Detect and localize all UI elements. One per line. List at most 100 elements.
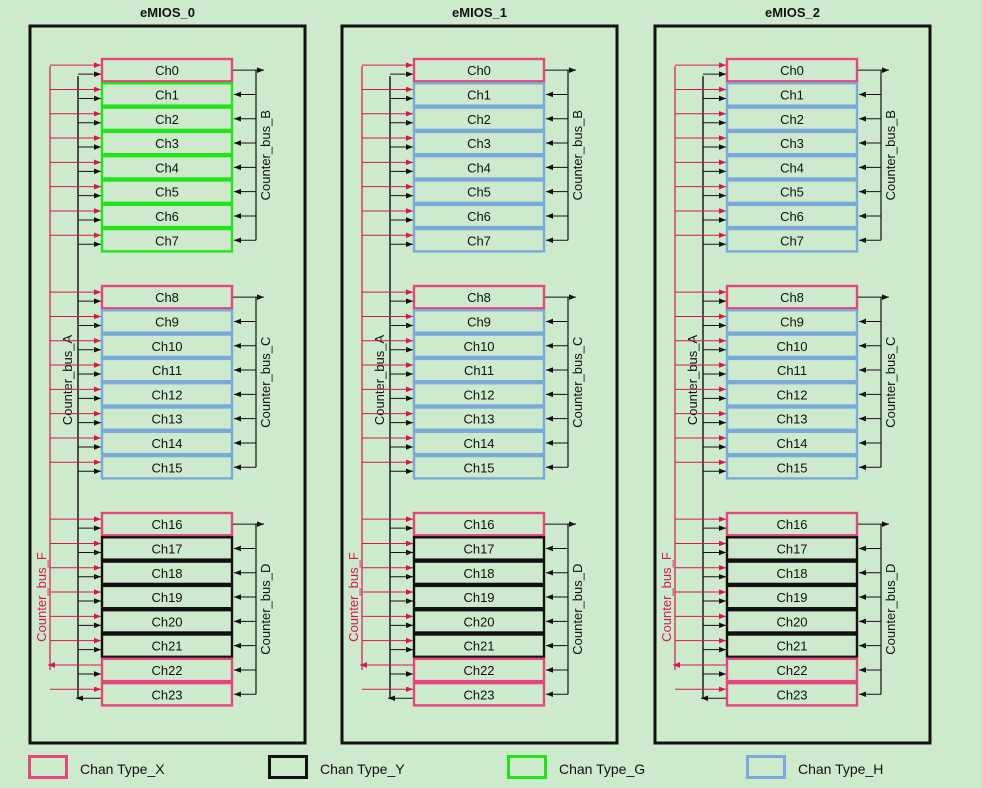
channel-box xyxy=(725,57,859,83)
channel-label: Ch15 xyxy=(463,460,494,475)
channel-box xyxy=(412,560,546,586)
legend-swatch xyxy=(268,755,308,779)
channel-label: Ch10 xyxy=(776,339,807,354)
channel-label: Ch3 xyxy=(467,136,491,151)
module-frame xyxy=(653,24,932,745)
channel-group: Counter_bus_D Ch16 Ch17 Ch18 Ch19 Ch20 Ch21 Ch2… xyxy=(673,511,898,707)
channel-box xyxy=(100,633,234,658)
channel-box xyxy=(412,584,546,610)
channel-group: Counter_bus_C Ch8 Ch9 Ch10 Ch11 Ch12 Ch13 Ch14 C… xyxy=(362,284,585,480)
channel-group: Counter_bus_B Ch0 Ch1 Ch2 Ch3 Ch4 Ch5 Ch6 Ch7 xyxy=(50,57,273,253)
channel-box xyxy=(725,430,859,456)
channel-box xyxy=(100,82,234,107)
legend-label: Chan Type_G xyxy=(559,761,646,777)
channel-label: Ch17 xyxy=(463,541,494,556)
legend-label: Chan Type_H xyxy=(798,761,884,777)
legend-item-x: Chan Type_X xyxy=(28,755,258,785)
channel-box xyxy=(100,430,234,456)
channel-label: Ch23 xyxy=(151,687,182,702)
channel-box xyxy=(412,681,546,707)
channel-label: Ch14 xyxy=(151,436,182,451)
counter-bus-label: Counter_bus_C xyxy=(570,337,585,428)
channel-box xyxy=(100,57,234,83)
channel-label: Ch16 xyxy=(151,517,182,532)
channel-box xyxy=(412,406,546,431)
legend-label: Chan Type_Y xyxy=(320,761,405,777)
channel-group: Counter_bus_B Ch0 Ch1 Ch2 Ch3 Ch4 Ch5 Ch6 Ch7 xyxy=(675,57,898,253)
channel-label: Ch7 xyxy=(780,233,804,248)
channel-label: Ch2 xyxy=(780,112,804,127)
channel-box xyxy=(100,309,234,334)
channel-box xyxy=(100,284,234,310)
counter-bus-label: Counter_bus_C xyxy=(258,337,273,428)
channel-label: Ch13 xyxy=(776,412,807,427)
channel-box xyxy=(100,560,234,586)
module-frame xyxy=(340,24,619,745)
channel-box xyxy=(412,203,546,229)
channel-group: Counter_bus_B Ch0 Ch1 Ch2 Ch3 Ch4 Ch5 Ch6 Ch7 xyxy=(362,57,585,253)
channel-box xyxy=(725,584,859,610)
channel-box xyxy=(100,179,234,204)
channel-label: Ch14 xyxy=(776,436,807,451)
channel-box xyxy=(412,154,546,180)
channel-box xyxy=(725,609,859,634)
channel-box xyxy=(412,57,546,83)
channel-box xyxy=(412,357,546,383)
channel-label: Ch0 xyxy=(467,63,491,78)
channel-box xyxy=(100,406,234,431)
channel-label: Ch16 xyxy=(776,517,807,532)
channel-box xyxy=(725,406,859,431)
legend-swatch xyxy=(507,755,547,779)
channel-box xyxy=(100,227,234,253)
counter-bus-a-label: Counter_bus_A xyxy=(685,335,700,426)
channel-box xyxy=(100,357,234,383)
counter-bus-label: Counter_bus_B xyxy=(570,110,585,200)
channel-label: Ch3 xyxy=(780,136,804,151)
channel-box xyxy=(100,130,234,156)
channel-label: Ch8 xyxy=(780,290,804,305)
channel-label: Ch12 xyxy=(776,387,807,402)
channel-box xyxy=(725,357,859,383)
channel-box xyxy=(100,584,234,610)
channel-box xyxy=(412,609,546,634)
legend-item-g: Chan Type_G xyxy=(507,755,737,785)
channel-label: Ch23 xyxy=(463,687,494,702)
channel-box xyxy=(725,454,859,480)
channel-label: Ch8 xyxy=(467,290,491,305)
channel-box xyxy=(412,333,546,359)
channel-label: Ch6 xyxy=(780,209,804,224)
module-title: eMIOS_0 xyxy=(140,5,195,20)
channel-box xyxy=(725,106,859,132)
channel-box xyxy=(100,154,234,180)
channel-box xyxy=(412,106,546,132)
legend-swatch xyxy=(746,755,786,779)
counter-bus-label: Counter_bus_D xyxy=(570,564,585,655)
channel-label: Ch2 xyxy=(467,112,491,127)
channel-box xyxy=(725,633,859,658)
channel-box xyxy=(725,179,859,204)
channel-label: Ch22 xyxy=(463,663,494,678)
channel-label: Ch14 xyxy=(463,436,494,451)
channel-label: Ch12 xyxy=(151,387,182,402)
channel-label: Ch20 xyxy=(463,614,494,629)
channel-label: Ch13 xyxy=(151,412,182,427)
channel-box xyxy=(412,536,546,561)
channel-group: Counter_bus_D Ch16 Ch17 Ch18 Ch19 Ch20 Ch21 Ch2… xyxy=(48,511,273,707)
channel-box xyxy=(412,309,546,334)
channel-box xyxy=(412,633,546,658)
channel-box xyxy=(725,333,859,359)
channel-box xyxy=(100,106,234,132)
counter-bus-a-label: Counter_bus_A xyxy=(60,335,75,426)
channel-box xyxy=(725,536,859,561)
channel-label: Ch15 xyxy=(776,460,807,475)
channel-box xyxy=(725,203,859,229)
legend-swatch xyxy=(28,755,68,779)
legend-item-h: Chan Type_H xyxy=(746,755,976,785)
emios-diagram: eMIOS_0Counter_bus_ACounter_bus_FCounter… xyxy=(28,5,932,745)
channel-group: Counter_bus_D Ch16 Ch17 Ch18 Ch19 Ch20 Ch21 Ch2… xyxy=(360,511,585,707)
channel-label: Ch21 xyxy=(463,639,494,654)
channel-box xyxy=(725,657,859,683)
channel-label: Ch4 xyxy=(780,160,804,175)
legend-label: Chan Type_X xyxy=(80,761,165,777)
channel-box xyxy=(412,284,546,310)
